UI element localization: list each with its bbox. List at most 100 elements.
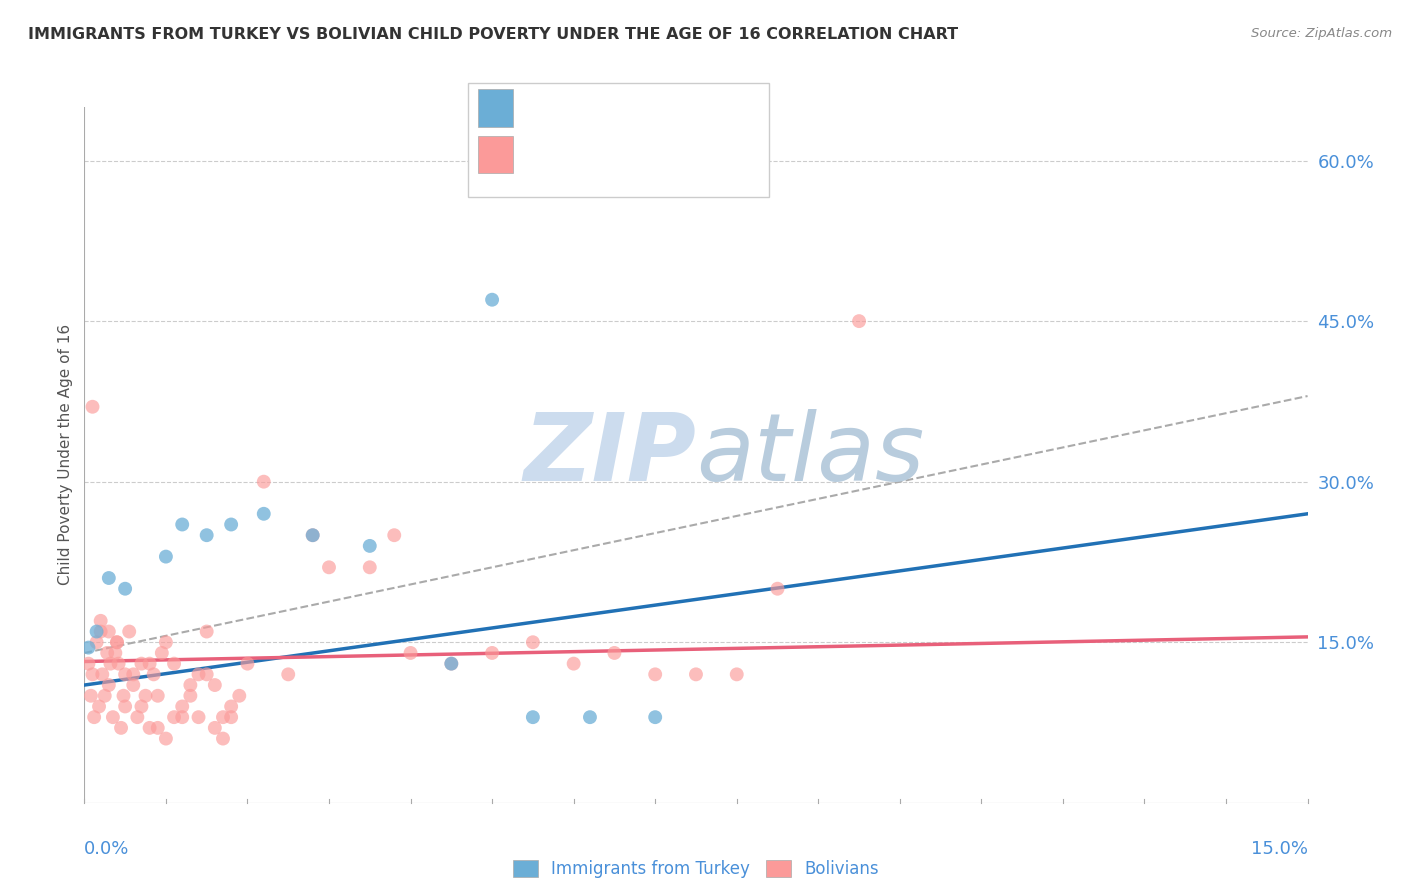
- Point: [359, 539, 381, 553]
- Point: [127, 710, 149, 724]
- Point: [83, 710, 105, 724]
- Point: [440, 657, 463, 671]
- Point: [562, 657, 585, 671]
- Point: [122, 667, 145, 681]
- Point: [253, 507, 276, 521]
- Point: [112, 689, 135, 703]
- Point: [105, 635, 128, 649]
- Point: [187, 667, 209, 681]
- Point: [82, 400, 104, 414]
- Point: [118, 624, 141, 639]
- Point: [399, 646, 422, 660]
- Point: [219, 699, 242, 714]
- Point: [204, 678, 226, 692]
- Point: [146, 689, 169, 703]
- Point: [253, 475, 276, 489]
- Point: [131, 699, 153, 714]
- Point: [114, 667, 136, 681]
- Point: [155, 549, 177, 564]
- Point: [150, 646, 173, 660]
- Point: [382, 528, 405, 542]
- Point: [138, 657, 160, 671]
- Point: [114, 582, 136, 596]
- Point: [91, 667, 114, 681]
- Point: [236, 657, 259, 671]
- Point: [172, 710, 194, 724]
- Point: [90, 614, 112, 628]
- Point: [179, 678, 201, 692]
- Text: R = 0.043   N = 74: R = 0.043 N = 74: [524, 145, 695, 163]
- Text: ZIP: ZIP: [523, 409, 696, 501]
- Point: [163, 710, 186, 724]
- Point: [90, 624, 112, 639]
- Point: [228, 689, 250, 703]
- Point: [219, 517, 242, 532]
- Point: [155, 635, 177, 649]
- Text: 0.0%: 0.0%: [84, 840, 129, 858]
- Point: [96, 646, 118, 660]
- Point: [172, 517, 194, 532]
- Point: [848, 314, 870, 328]
- Point: [204, 721, 226, 735]
- Point: [195, 667, 218, 681]
- Point: [172, 699, 194, 714]
- Text: Source: ZipAtlas.com: Source: ZipAtlas.com: [1251, 27, 1392, 40]
- Point: [359, 560, 381, 574]
- Point: [440, 657, 463, 671]
- Legend: Immigrants from Turkey, Bolivians: Immigrants from Turkey, Bolivians: [506, 854, 886, 885]
- Point: [122, 678, 145, 692]
- Point: [766, 582, 789, 596]
- Point: [685, 667, 707, 681]
- Point: [97, 571, 120, 585]
- Point: [277, 667, 299, 681]
- Point: [301, 528, 323, 542]
- Point: [522, 635, 544, 649]
- Point: [87, 699, 110, 714]
- Point: [163, 657, 186, 671]
- Point: [644, 667, 666, 681]
- Point: [97, 678, 120, 692]
- Point: [101, 710, 124, 724]
- Point: [105, 635, 128, 649]
- Point: [86, 635, 108, 649]
- Point: [195, 624, 218, 639]
- Point: [146, 721, 169, 735]
- Text: 15.0%: 15.0%: [1250, 840, 1308, 858]
- Point: [301, 528, 323, 542]
- Point: [481, 293, 503, 307]
- Point: [603, 646, 626, 660]
- Point: [142, 667, 165, 681]
- Point: [80, 689, 103, 703]
- Text: atlas: atlas: [696, 409, 924, 500]
- Point: [219, 710, 242, 724]
- Point: [131, 657, 153, 671]
- Point: [100, 657, 122, 671]
- Point: [82, 667, 104, 681]
- Point: [179, 689, 201, 703]
- Point: [725, 667, 748, 681]
- Y-axis label: Child Poverty Under the Age of 16: Child Poverty Under the Age of 16: [58, 325, 73, 585]
- Text: R = 0.256   N = 16: R = 0.256 N = 16: [524, 99, 695, 117]
- Point: [110, 721, 132, 735]
- Point: [93, 689, 117, 703]
- Point: [77, 657, 100, 671]
- Point: [135, 689, 157, 703]
- Point: [522, 710, 544, 724]
- Point: [212, 731, 235, 746]
- Point: [138, 721, 160, 735]
- Point: [579, 710, 602, 724]
- Point: [97, 624, 120, 639]
- Point: [195, 528, 218, 542]
- Point: [212, 710, 235, 724]
- Point: [104, 646, 127, 660]
- Text: IMMIGRANTS FROM TURKEY VS BOLIVIAN CHILD POVERTY UNDER THE AGE OF 16 CORRELATION: IMMIGRANTS FROM TURKEY VS BOLIVIAN CHILD…: [28, 27, 959, 42]
- Point: [114, 699, 136, 714]
- Point: [86, 624, 108, 639]
- Point: [481, 646, 503, 660]
- Point: [318, 560, 340, 574]
- Point: [107, 657, 129, 671]
- Point: [644, 710, 666, 724]
- Point: [155, 731, 177, 746]
- Point: [77, 640, 100, 655]
- Point: [187, 710, 209, 724]
